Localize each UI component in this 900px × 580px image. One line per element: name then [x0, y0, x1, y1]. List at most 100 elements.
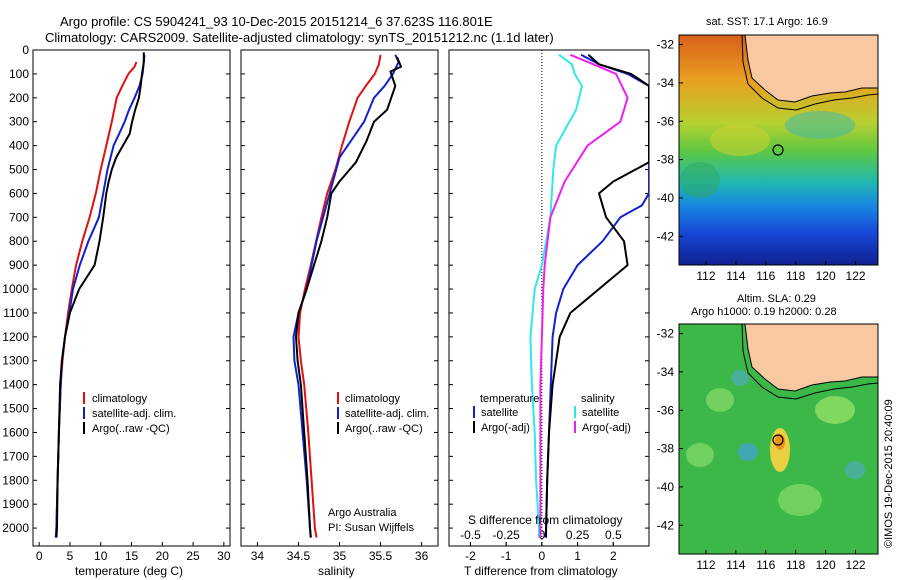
depth-tick-label: 0 [22, 43, 29, 57]
salinity-series [292, 54, 403, 538]
temperature-legend: climatology satellite-adj. clim. Argo(..… [83, 392, 176, 435]
series-line-salinity-argo-adj [539, 53, 629, 538]
series-line-climatology [297, 54, 382, 538]
sst-coastline [744, 35, 878, 103]
sst-map-lon-label: 120 [816, 269, 836, 283]
sst-map-lat-label: -38 [657, 153, 675, 167]
legend-label-temp-argo: Argo(-adj) [481, 422, 530, 434]
depth-tick-label: 100 [9, 67, 29, 81]
difference-legend: temperature satellite Argo(-adj) salinit… [473, 393, 631, 434]
legend-label-sal-satellite: satellite [582, 407, 619, 419]
depth-tick-label: 1100 [3, 306, 29, 320]
temperature-axis-ticks: 0 5 10 15 20 25 30 [36, 542, 231, 563]
sla-light-patch [778, 484, 822, 516]
depth-tick-label: 2000 [2, 521, 29, 535]
figure-title-line2: Climatology: CARS2009. Satellite-adjuste… [45, 30, 554, 45]
depth-tick-label: 800 [9, 234, 29, 248]
temperature-tick-label: 0 [36, 549, 43, 563]
sst-map-lat-label: -32 [657, 38, 675, 52]
difference-panel-frame [448, 49, 650, 547]
depth-tick-label: 1000 [2, 282, 29, 296]
temperature-tick-label: 15 [125, 549, 139, 563]
depth-tick-label: 600 [9, 186, 29, 200]
sla-map-lat-label: -42 [657, 518, 675, 532]
sla-low-patch [738, 443, 758, 461]
sst-map-lon-label: 116 [756, 269, 775, 283]
sla-map-lon-label: 114 [726, 558, 745, 572]
legend-label-temp-satellite: satellite [481, 407, 518, 419]
sla-high-core [775, 434, 785, 450]
sla-map-title-line2: Argo h1000: 0.19 h2000: 0.28 [691, 306, 837, 318]
salinity-tick-label: 34.5 [287, 549, 311, 563]
depth-tick-label: 1600 [2, 425, 29, 439]
t-difference-tick-label: 0 [539, 549, 546, 563]
temperature-x-label: temperature (deg C) [75, 564, 183, 578]
temperature-tick-label: 5 [67, 549, 74, 563]
sst-map-lon-label: 112 [696, 269, 715, 283]
legend-label-argo: Argo(..raw -QC) [345, 423, 423, 435]
series-line-argo-raw-qc [295, 56, 403, 538]
salinity-tick-label: 35.5 [369, 549, 393, 563]
sst-map-lon-label: 122 [846, 269, 866, 283]
legend-label-climatology: climatology [92, 393, 148, 405]
legend-label-satellite: satellite-adj. clim. [92, 408, 176, 420]
s-difference-axis-ticks: -0.5 -0.25 0 0.25 0.5 [460, 528, 622, 546]
sla-map-lon-label: 118 [786, 558, 805, 572]
sst-map-ticks: 112 114 116 118 120 122 -32 -34 -36 -38 -40 -42 [657, 38, 866, 283]
legend-title-temperature: temperature [480, 393, 539, 405]
sla-low-patch [845, 461, 865, 479]
temperature-tick-label: 20 [156, 549, 170, 563]
footer-organisation: Argo Australia [328, 507, 397, 519]
series-line-satellite-adj-clim [292, 54, 400, 538]
salinity-tick-label: 36 [415, 549, 429, 563]
depth-tick-label: 1300 [2, 354, 29, 368]
s-difference-x-label: S difference from climatology [468, 513, 623, 527]
sla-shelf-contour [741, 324, 878, 400]
sla-map-lon-label: 120 [816, 558, 836, 572]
sst-argo-marker [772, 144, 784, 156]
depth-tick-label: 1200 [2, 330, 29, 344]
sla-map-lat-label: -34 [657, 365, 675, 379]
depth-tick-label: 1700 [2, 449, 29, 463]
sla-map-lat-label: -36 [657, 403, 675, 417]
sst-map-lon-label: 118 [786, 269, 805, 283]
series-line-salinity-satellite [529, 53, 583, 538]
depth-tick-label: 200 [9, 91, 29, 105]
depth-tick-label: 1500 [2, 402, 29, 416]
s-difference-tick-label: 0.25 [566, 528, 590, 542]
depth-tick-label: 300 [9, 115, 29, 129]
legend-label-climatology: climatology [345, 393, 401, 405]
t-difference-tick-label: -1 [501, 549, 512, 563]
t-difference-tick-label: -2 [465, 549, 476, 563]
sla-map-lon-label: 112 [696, 558, 715, 572]
temperature-tick-label: 10 [94, 549, 108, 563]
figure-title-line1: Argo profile: CS 5904241_93 10-Dec-2015 … [60, 14, 493, 29]
sst-land [745, 35, 878, 102]
sla-map-ticks: 112 114 116 118 120 122 -32 -34 -36 -38 -40 -42 [657, 327, 866, 572]
sla-argo-marker [772, 434, 784, 446]
sst-map-lat-label: -36 [657, 114, 675, 128]
t-difference-axis-ticks: -2 -1 0 1 2 [465, 542, 617, 563]
series-line-temperature-argo-adj [545, 54, 649, 538]
depth-axis-ticks: 0 100 200 300 400 500 600 700 800 900 1000 1100 1200… [2, 43, 649, 535]
depth-tick-label: 500 [9, 163, 29, 177]
sst-green-patch [680, 162, 720, 198]
salinity-axis-ticks: 34 34.5 35 35.5 36 [251, 542, 429, 563]
series-line-temperature-satellite [544, 53, 649, 538]
sst-cool-patch [785, 111, 855, 139]
sla-map-lat-label: -32 [657, 327, 675, 341]
sst-map-lat-label: -34 [657, 76, 675, 90]
sst-map-lon-label: 114 [726, 269, 745, 283]
sla-light-patch [706, 388, 734, 412]
series-line-argo-raw-qc [55, 52, 145, 538]
temperature-tick-label: 25 [186, 549, 200, 563]
sla-map-title-line1: Altim. SLA: 0.29 [737, 293, 816, 305]
salinity-panel-frame [240, 49, 439, 547]
depth-tick-label: 400 [9, 139, 29, 153]
sla-light-patch [815, 396, 855, 424]
t-difference-tick-label: 1 [574, 549, 581, 563]
sla-map [679, 324, 878, 554]
temperature-tick-label: 30 [217, 549, 231, 563]
sla-map-lon-label: 122 [846, 558, 866, 572]
